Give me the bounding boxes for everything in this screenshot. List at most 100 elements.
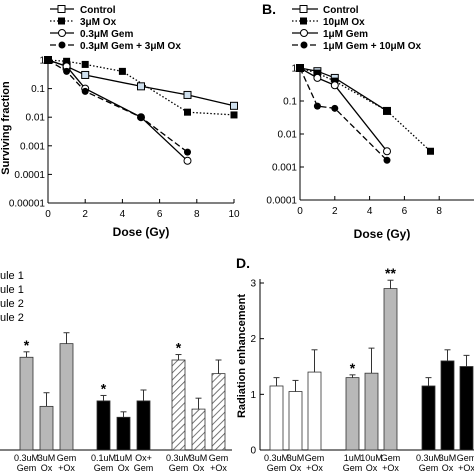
panel-c-bar-g2-1 xyxy=(191,408,206,451)
panel-b-legend: Control 10μM Ox 1μM Gem 1μM Gem + 10μM O… xyxy=(323,5,422,52)
panel-d-category-label-g2-0-b: Gem xyxy=(419,463,439,473)
panel-a-point-s3-2 xyxy=(81,87,89,95)
panel-c-bar-g2-0 xyxy=(171,359,186,451)
panel-a-point-s3-1 xyxy=(63,67,71,75)
panel-a-legend-2: 0.3μM Gem xyxy=(80,29,133,40)
panel-a-y-tick-label: 1 xyxy=(39,56,45,67)
panel-c-category-label-g2-1-b: Ox xyxy=(193,463,205,473)
panel-b-legend-marker-2 xyxy=(300,29,308,37)
panel-d-y-tick-label: 0 xyxy=(250,446,256,457)
panel-a-y-label: Surviving fraction xyxy=(0,81,12,175)
panel-d-y-tick-label: 1 xyxy=(250,390,256,401)
panel-a-x-tick-label: 4 xyxy=(120,209,126,220)
panel-c-legend-0: ule 1 xyxy=(0,270,24,282)
panel-c-category-label-g1-1: 1uM xyxy=(115,453,133,463)
panel-c-category-label-g0-2-b: +Ox xyxy=(58,463,75,473)
panel-b-point-s3-2 xyxy=(331,104,339,112)
panel-d-category-label-g0-0-b: Gem xyxy=(267,463,287,473)
panel-b-legend-marker-0 xyxy=(299,5,308,13)
panel-d-category-label-g2-1-b: Ox xyxy=(442,463,454,473)
panel-b-survival-chart: B. Dose (Gy) Control 10μM Ox 1μM Gem 1μM… xyxy=(262,1,474,241)
panel-b-x-tick-label: 2 xyxy=(332,206,338,217)
panel-d-bar-g1-1 xyxy=(364,372,379,451)
panel-d-y-tick-label: 3 xyxy=(250,279,256,290)
panel-c-category-label-g0-0: 0.3uM xyxy=(14,453,39,463)
panel-c-category-label-g0-1-b: Ox xyxy=(41,463,53,473)
panel-a-legend-1: 3μM Ox xyxy=(80,17,117,28)
panel-c-bar-chart: ule 1 ule 1 ule 2 ule 2 *0.3uMGem3uMOxGe… xyxy=(0,270,232,473)
panel-d-bar-g2-0 xyxy=(421,385,436,451)
panel-a-x-tick-label: 6 xyxy=(157,209,163,220)
panel-a-point-s1-5 xyxy=(230,111,238,119)
panel-b-y-tick-label: 0.01 xyxy=(278,130,298,141)
panel-d-category-label-g1-0: 1uM xyxy=(344,453,362,463)
panel-a-x-tick-label: 2 xyxy=(82,209,88,220)
panel-b-legend-0: Control xyxy=(323,5,359,16)
panel-c-significance-g0-0: * xyxy=(24,337,30,353)
panel-b-point-s2-3 xyxy=(383,147,391,156)
panel-a-x-label: Dose (Gy) xyxy=(113,225,170,239)
panel-a-point-s1-4 xyxy=(184,108,191,116)
panel-a-point-s3-3 xyxy=(137,113,145,121)
panel-b-point-s3-1 xyxy=(313,102,321,110)
panel-b-point-s3-3 xyxy=(383,156,391,164)
panel-c-category-label-g1-0-b: Gem xyxy=(94,463,114,473)
panel-a-point-s1-3 xyxy=(118,67,126,75)
panel-d-y-tick-label: 2 xyxy=(250,334,256,345)
panel-d-category-label-g1-0-b: Gem xyxy=(343,463,363,473)
panel-c-significance-g2-0: * xyxy=(176,340,182,356)
panel-d-category-label-g0-1: 3uM xyxy=(287,453,305,463)
panel-b-legend-1: 10μM Ox xyxy=(323,17,365,28)
panel-b-y-tick-label: 0.001 xyxy=(272,163,297,174)
panel-b-x-tick-label: 0 xyxy=(297,206,303,217)
panel-a-legend-marker-2 xyxy=(58,29,66,37)
panel-c-category-label-g2-0: 0.3uM xyxy=(166,453,191,463)
panel-b-point-s2-1 xyxy=(313,73,322,82)
panel-d-category-label-g0-2-b: +Ox xyxy=(306,463,323,473)
panel-c-category-label-g1-2: Ox+ xyxy=(135,453,152,463)
panel-c-bar-g0-2 xyxy=(59,343,74,451)
panel-a-point-s1-2 xyxy=(81,60,89,68)
panel-c-bar-g0-1 xyxy=(39,405,54,451)
panel-c-category-label-g2-1: 3uM xyxy=(190,453,208,463)
panel-a-legend-marker-3 xyxy=(58,41,66,49)
panel-c-legend-1: ule 1 xyxy=(0,284,24,296)
panel-c-bar-g2-2 xyxy=(211,373,226,451)
panel-c-category-label-g0-2: Gem xyxy=(57,453,77,463)
panel-b-legend-marker-3 xyxy=(300,41,308,49)
panel-d-bar-g2-1 xyxy=(440,360,455,451)
panel-b-legend-3: 1μM Gem + 10μM Ox xyxy=(323,41,422,52)
panel-a-legend-3: 0.3μM Gem + 3μM Ox xyxy=(80,41,181,52)
panel-c-bar-g0-0 xyxy=(19,356,34,451)
panel-b-series-line-0 xyxy=(299,67,388,112)
panel-d-bar-g0-0 xyxy=(269,385,284,451)
panel-d-category-label-g0-2: Gem xyxy=(305,453,325,463)
panel-a-survival-chart: Surviving fraction Dose (Gy) Control 3μM… xyxy=(0,5,240,239)
panel-b-y-tick-label: 1 xyxy=(291,64,297,75)
panel-b-x-tick-label: 6 xyxy=(402,206,408,217)
panel-a-legend-marker-1 xyxy=(58,17,65,25)
panel-c-category-label-g2-2-b: +Ox xyxy=(210,463,227,473)
panel-b-y-tick-label: 0.1 xyxy=(283,97,297,108)
panel-a-series-line-2 xyxy=(47,59,188,162)
panel-d-significance-g1-2: ** xyxy=(385,265,396,281)
panel-c-bar-g1-0 xyxy=(96,400,111,451)
panel-c-category-label-g0-0-b: Gem xyxy=(17,463,37,473)
panel-c-legend: ule 1 ule 1 ule 2 ule 2 xyxy=(0,270,24,324)
panel-d-bar-g1-2 xyxy=(383,288,398,451)
panel-d-bar-chart: D. Radiation enhancement 01230.3uMGem3uM… xyxy=(236,255,474,473)
panel-c-category-label-g2-2: Gem xyxy=(209,453,229,463)
panel-c-category-label-g1-0: 0.1uM xyxy=(91,453,116,463)
panel-a-y-tick-label: 0.1 xyxy=(31,84,45,95)
panel-a-x-tick-label: 8 xyxy=(194,209,200,220)
panel-a-point-s0-2 xyxy=(81,70,90,79)
panel-b-y-tick-label: 0.0001 xyxy=(266,196,297,207)
panel-a-y-tick-label: 0.001 xyxy=(20,141,45,152)
panel-c-category-label-g2-0-b: Gem xyxy=(169,463,189,473)
panel-c-legend-3: ule 2 xyxy=(0,312,24,324)
panel-d-category-label-g0-1-b: Ox xyxy=(290,463,302,473)
panel-d-letter: D. xyxy=(236,255,250,271)
panel-a-point-s3-4 xyxy=(184,148,191,156)
panel-a-point-s0-3 xyxy=(137,82,145,91)
